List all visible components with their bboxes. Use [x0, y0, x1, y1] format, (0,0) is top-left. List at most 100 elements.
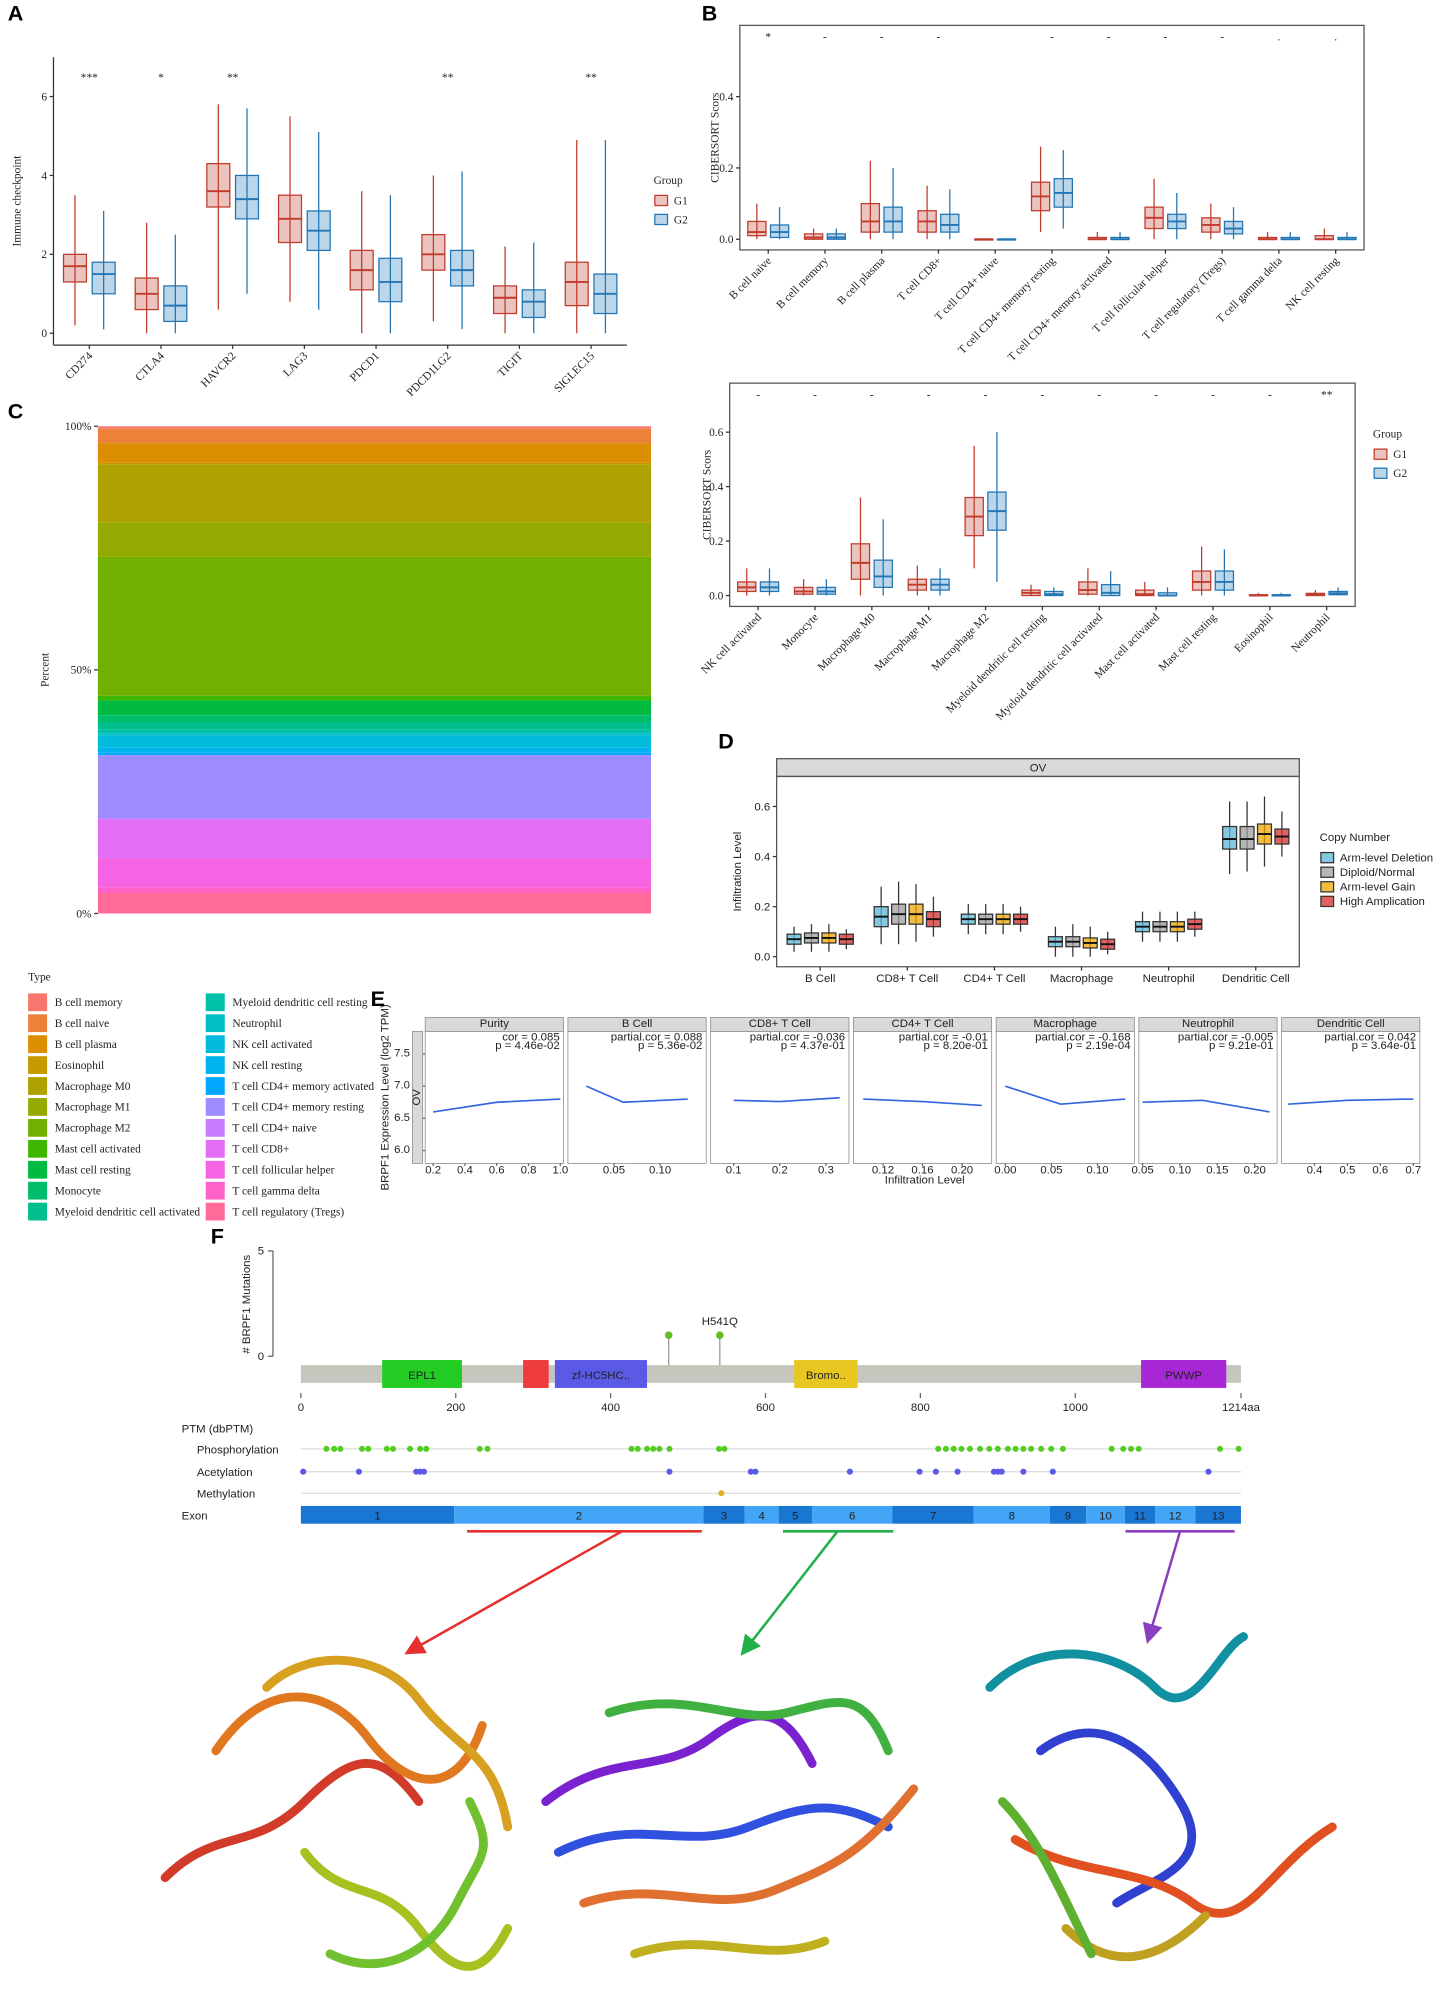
exon-label: 3: [721, 1510, 727, 1522]
y-tick-label: 50%: [71, 665, 92, 677]
box: [940, 213, 960, 233]
x-tick-label: 1000: [1063, 1402, 1088, 1414]
x-tick-label: HAVCR2: [199, 350, 239, 390]
stat-annotation: partial.cor = -0.036: [750, 1031, 845, 1043]
strip-label: CD4+ T Cell: [892, 1018, 954, 1030]
ptm-site: [976, 1445, 984, 1452]
x-tick-label: TIGIT: [496, 350, 526, 380]
legend-swatch: [1320, 881, 1335, 893]
ptm-site: [420, 1468, 428, 1475]
x-tick-label: 1214aa: [1222, 1402, 1261, 1414]
exon: [703, 1505, 745, 1524]
legend-swatch: [28, 1035, 48, 1054]
ptm-site: [1059, 1445, 1066, 1452]
x-tick-label: 0.3: [818, 1165, 834, 1177]
legend-swatch: [654, 194, 669, 207]
x-tick-label: PDCD1LG2: [405, 350, 454, 399]
stack-segment: [97, 819, 652, 859]
x-tick-label: Eosinophil: [1232, 611, 1275, 654]
x-axis-label: Infiltration Level: [885, 1175, 965, 1187]
legend-label: G1: [674, 195, 688, 207]
domain: [794, 1360, 858, 1388]
panel-label: E: [371, 986, 385, 1011]
bracket-arrow: [1125, 1530, 1235, 1639]
x-tick-label: 0.10: [1169, 1165, 1191, 1177]
x-tick-label: LAG3: [281, 350, 310, 379]
ptm-site: [1135, 1445, 1142, 1452]
ptm-site: [417, 1445, 424, 1452]
y-tick-label: 0.4: [754, 851, 771, 863]
x-tick-label: B cell plasma: [835, 255, 887, 307]
stack-segment: [97, 892, 652, 914]
ptm-site: [476, 1445, 483, 1452]
significance: -: [1164, 32, 1168, 44]
legend-label: G2: [674, 214, 688, 226]
panel: [1281, 1031, 1421, 1164]
trend-line: [433, 1098, 561, 1113]
x-tick-label: 400: [601, 1402, 620, 1414]
legend-swatch: [1373, 448, 1388, 460]
legend-swatch: [205, 1014, 225, 1033]
y-tick-label: 0.0: [719, 234, 734, 246]
y-tick-label: 0.0: [709, 590, 724, 602]
legend-label: G1: [1393, 449, 1407, 461]
ptm-site: [721, 1445, 728, 1452]
legend-label: T cell gamma delta: [232, 1185, 320, 1197]
y-tick-label: 7.0: [394, 1080, 410, 1092]
significance: -: [823, 32, 827, 44]
strip-label: CD8+ T Cell: [749, 1018, 811, 1030]
y-tick-label: 7.5: [394, 1048, 410, 1060]
legend-label: T cell regulatory (Tregs): [232, 1206, 344, 1218]
ptm-site: [656, 1445, 663, 1452]
x-tick-label: 1.0: [552, 1165, 568, 1177]
legend-label: Macrophage M2: [55, 1123, 131, 1135]
ptm-site: [998, 1468, 1005, 1475]
stack-segment: [97, 443, 652, 463]
significance: -: [1211, 389, 1215, 401]
legend-swatch: [28, 993, 48, 1012]
exon: [1195, 1505, 1241, 1524]
stack-segment: [97, 522, 652, 557]
significance: -: [1050, 32, 1054, 44]
ptm-site: [634, 1445, 641, 1452]
ribbon: [300, 1847, 513, 1971]
x-tick-label: 600: [756, 1402, 775, 1414]
strip-label: OV: [1030, 762, 1047, 774]
ribbon: [985, 1632, 1248, 1703]
ptm-site: [365, 1445, 372, 1452]
legend-label: Mast cell resting: [55, 1165, 131, 1177]
ribbon: [604, 1697, 893, 1756]
ptm-site: [1217, 1445, 1224, 1452]
significance: -: [1107, 32, 1111, 44]
legend-swatch: [28, 1098, 48, 1116]
significance: -: [756, 389, 760, 401]
ptm-site: [1004, 1445, 1011, 1452]
legend-swatch: [205, 1098, 225, 1116]
x-tick-label: 0.20: [1244, 1165, 1266, 1177]
x-tick-label: Neutrophil: [1143, 973, 1195, 985]
panel: [567, 1031, 707, 1164]
legend-label: B cell memory: [55, 997, 123, 1009]
y-tick-label: 0: [258, 1351, 264, 1363]
plot-frame: [775, 775, 1300, 968]
strip-label: OV: [411, 1089, 423, 1106]
ptm-site: [958, 1445, 965, 1452]
x-tick-label: Myeloid dendritic cell activated: [994, 611, 1105, 722]
stat-annotation: p = 3.64e-01: [1352, 1040, 1416, 1052]
lollipop-head: [664, 1331, 673, 1339]
y-axis-label: Immune checkpoint: [11, 155, 23, 247]
x-tick-label: B cell memory: [774, 255, 831, 312]
ptm-site: [358, 1445, 366, 1452]
stack-segment: [97, 755, 652, 819]
domain-label: Bromo..: [806, 1370, 846, 1382]
trend-line: [863, 1098, 982, 1107]
ribbon: [262, 1655, 513, 1832]
legend-label: T cell CD4+ memory resting: [232, 1102, 364, 1114]
mutation-label: H541Q: [702, 1316, 738, 1328]
y-tick-label: 4: [41, 170, 47, 182]
ptm-site: [950, 1445, 957, 1452]
y-tick-label: 6.0: [394, 1144, 410, 1156]
y-axis-label: CIBERSORT Scors: [709, 92, 721, 183]
significance: **: [585, 72, 597, 84]
